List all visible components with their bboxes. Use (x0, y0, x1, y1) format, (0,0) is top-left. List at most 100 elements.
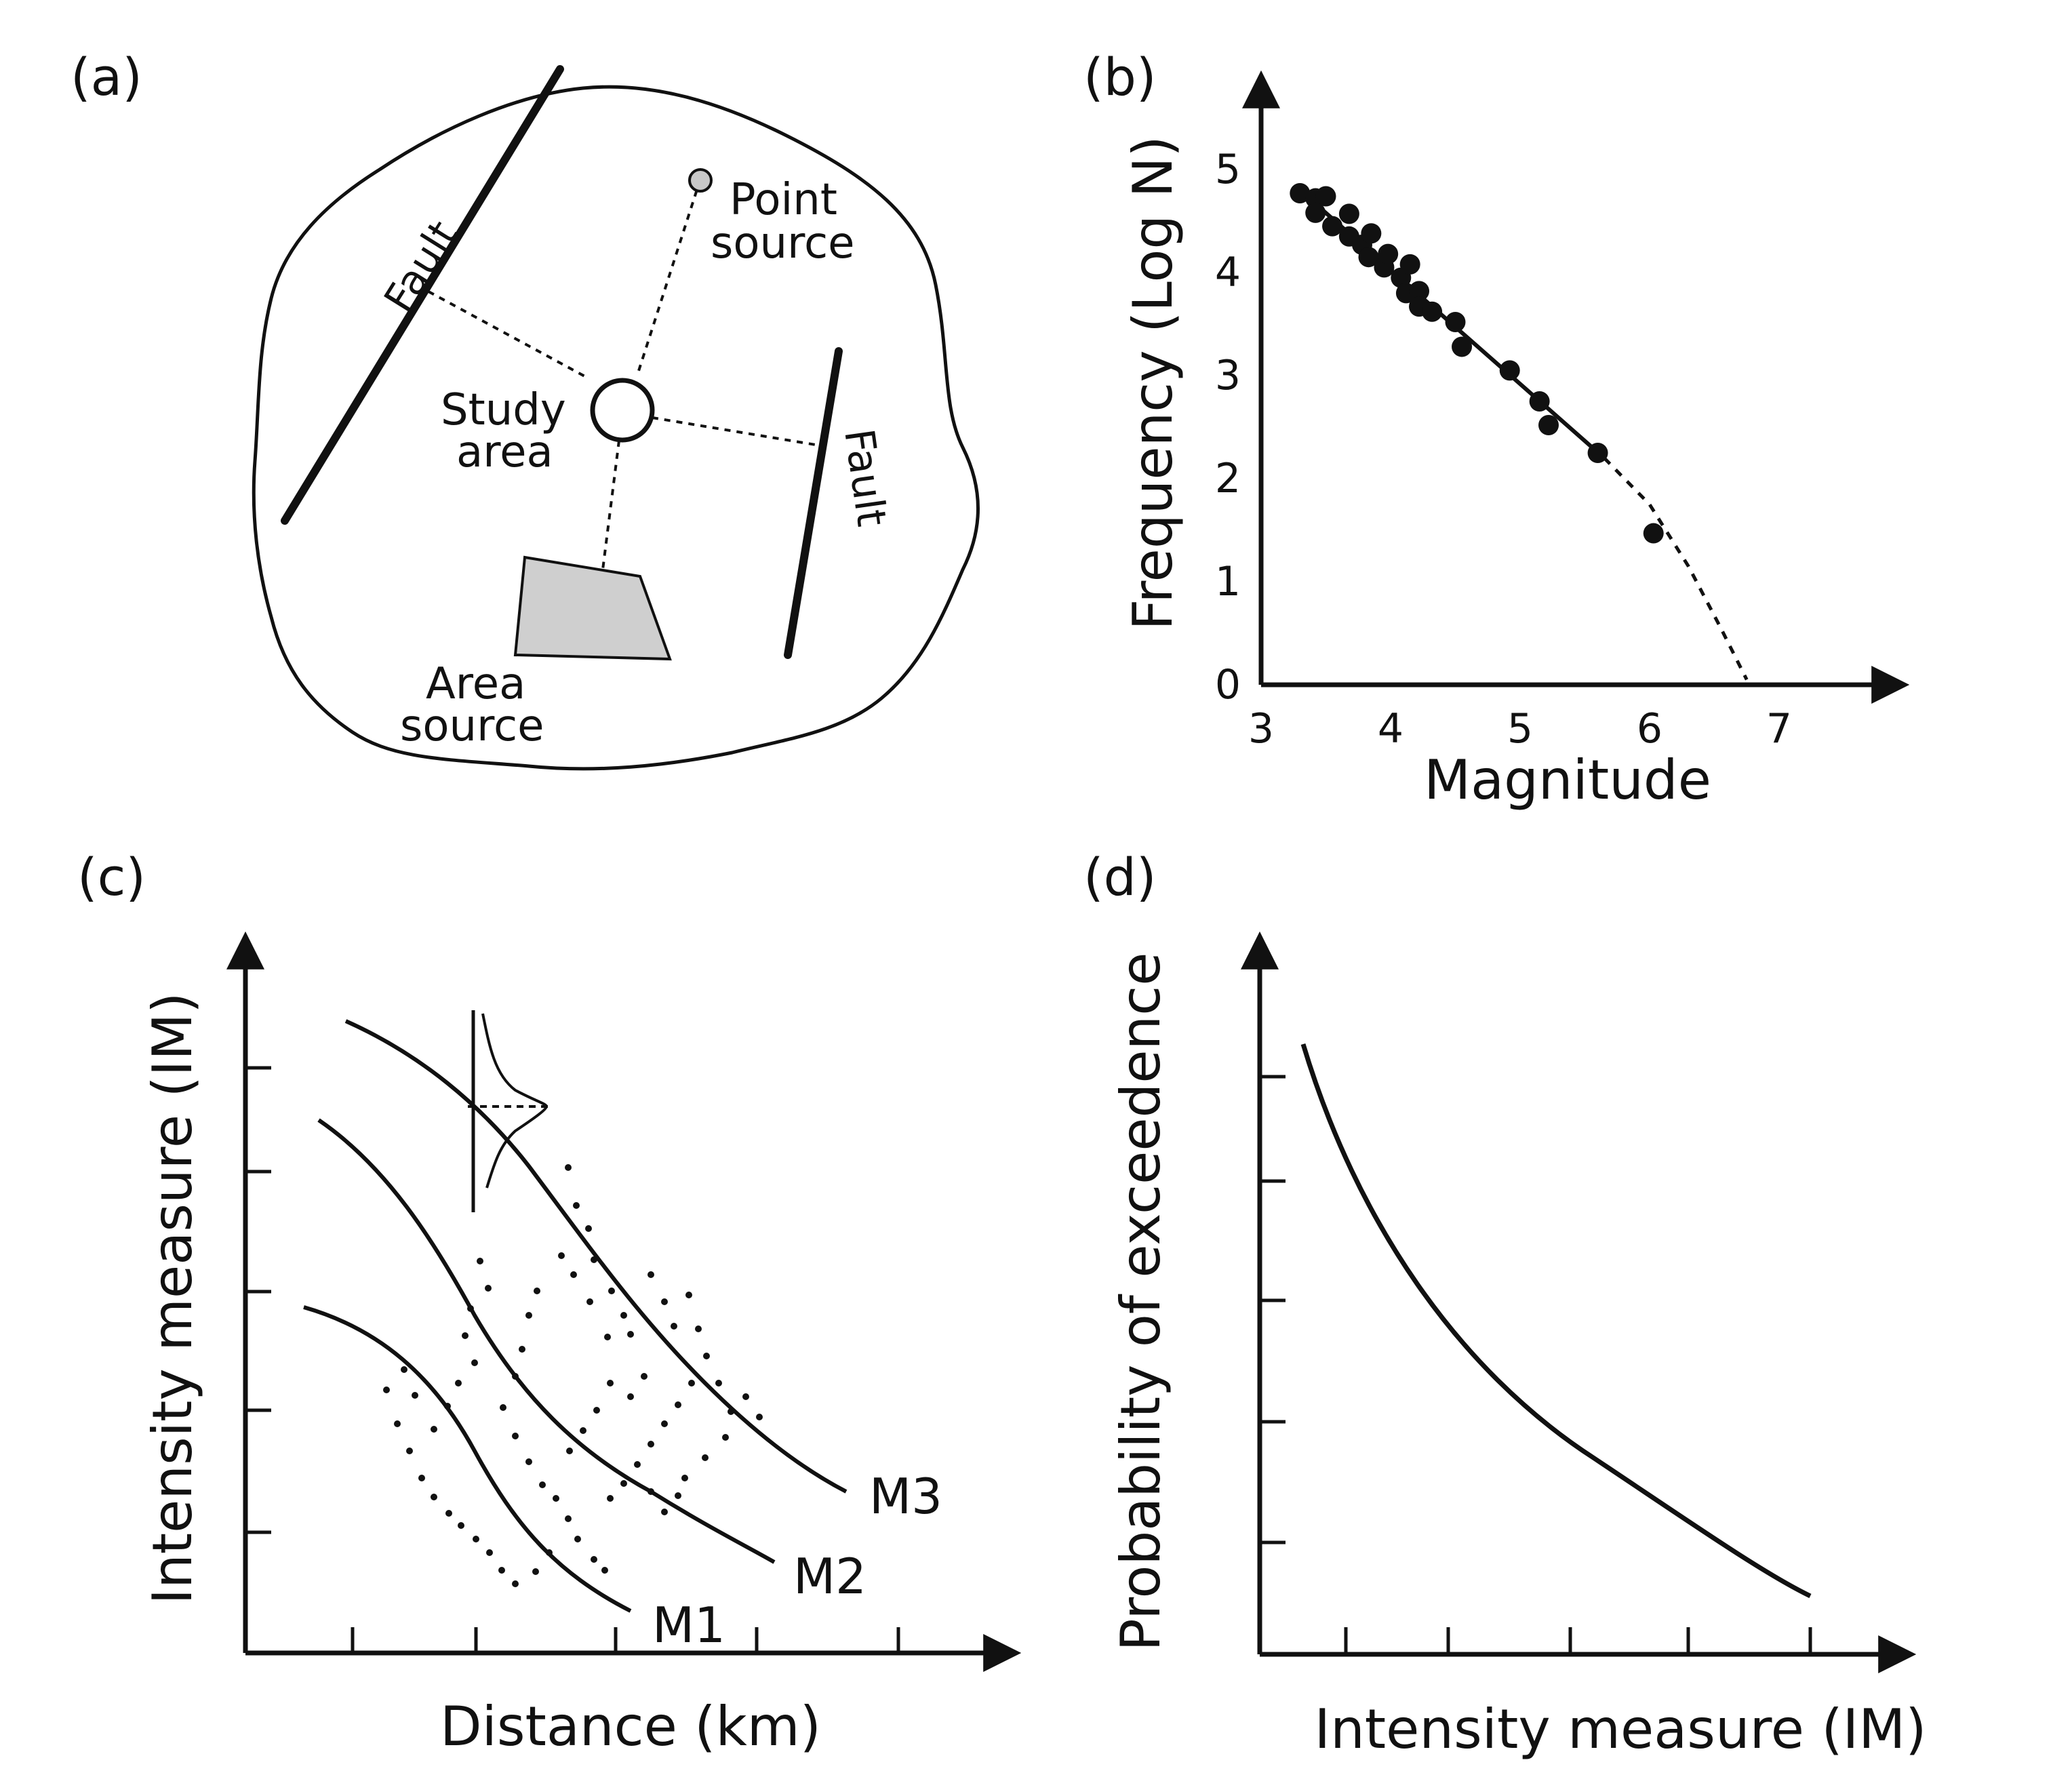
c-observation-dot (401, 1366, 407, 1373)
c-observation-dot (608, 1288, 615, 1294)
b-data-point (1361, 223, 1382, 244)
c-observation-dot (486, 1549, 493, 1556)
c-observation-dot (485, 1285, 492, 1292)
b-data-point (1445, 311, 1466, 332)
b-data-point (1358, 247, 1379, 268)
b-data-point (1378, 243, 1399, 264)
c-observation-dot (553, 1495, 559, 1502)
b-data-point (1305, 202, 1326, 223)
c-observation-dot (546, 1549, 553, 1556)
c-observation-dot (498, 1567, 505, 1574)
c-observation-dots (383, 1164, 763, 1587)
b-y-tick-label: 2 (1215, 455, 1241, 502)
b-data-point (1322, 216, 1343, 237)
c-observation-dot (634, 1461, 641, 1468)
c-curve-m2 (317, 1118, 776, 1564)
c-observation-dot (702, 1454, 709, 1461)
c-observation-dot (534, 1288, 540, 1294)
b-data-point (1499, 360, 1520, 381)
c-observation-dot (512, 1373, 519, 1380)
b-data-point (1409, 281, 1430, 302)
b-data-point (1338, 203, 1359, 224)
c-observation-dot (604, 1334, 611, 1340)
study-area-marker (590, 378, 655, 443)
c-observation-dot (477, 1258, 483, 1264)
c-curve-m1 (303, 1305, 632, 1613)
c-x-axis-label: Distance (km) (440, 1695, 821, 1758)
c-distribution-curve (481, 1013, 549, 1189)
d-y-ticks (1260, 1075, 1286, 1544)
c-observation-dot (585, 1225, 592, 1232)
c-y-axis-label: Intensity measure (IM) (141, 992, 204, 1604)
b-data-point (1529, 391, 1550, 412)
c-observation-dot (601, 1567, 608, 1574)
c-observation-dot (462, 1332, 469, 1339)
c-observation-dot (648, 1271, 654, 1278)
b-data-point (1290, 182, 1311, 203)
b-extrapolation-line (1603, 456, 1749, 681)
c-observation-dot (418, 1475, 425, 1481)
c-observation-dot (566, 1448, 573, 1454)
c-observation-dot (591, 1556, 597, 1563)
study-area-label-line2: area (456, 427, 553, 477)
point-source-label-line1: Point (730, 175, 837, 225)
c-observation-dot (607, 1380, 614, 1387)
d-x-axis-label: Intensity measure (IM) (1314, 1698, 1926, 1761)
c-observation-dot (675, 1492, 681, 1499)
c-observation-dot (473, 1536, 479, 1542)
fault-line-1 (281, 65, 564, 525)
c-observation-dot (512, 1433, 519, 1439)
c-observation-dot (445, 1510, 452, 1517)
b-x-tick-label: 3 (1248, 705, 1274, 753)
c-observation-dot (661, 1509, 668, 1515)
c-observation-dot (695, 1325, 702, 1332)
b-y-tick-label: 5 (1215, 146, 1241, 193)
c-observation-dot (607, 1495, 614, 1502)
d-x-ticks (1344, 1627, 1812, 1654)
b-data-point (1643, 523, 1664, 544)
c-observation-dot (627, 1393, 634, 1400)
source-distance-lines (428, 178, 816, 576)
c-observation-dot (570, 1271, 577, 1278)
c-observation-dot (412, 1392, 418, 1399)
b-data-point (1452, 336, 1473, 357)
c-observation-dot (722, 1434, 729, 1441)
c-observation-dot (688, 1380, 695, 1387)
b-data-point (1399, 254, 1420, 275)
c-observation-dot (681, 1475, 688, 1481)
panel-a-label: (a) (71, 47, 142, 107)
b-y-tick-labels: 0 1 2 3 4 5 (1215, 146, 1241, 709)
b-data-point (1315, 186, 1336, 207)
c-observation-dot (661, 1420, 668, 1427)
c-observation-dot (467, 1305, 474, 1312)
b-x-tick-label: 5 (1507, 705, 1533, 753)
area-source-label-line1: Area (426, 659, 525, 709)
c-observation-dot (685, 1292, 692, 1298)
b-y-tick-label: 4 (1215, 249, 1241, 296)
d-y-axis-label: Probability of exceedence (1109, 953, 1172, 1652)
c-observation-dot (742, 1393, 749, 1400)
c-observation-dot (715, 1380, 722, 1387)
c-observation-dot (586, 1298, 593, 1305)
d-hazard-curve (1300, 1043, 1812, 1599)
b-y-axis-label: Frequency (Log N) (1121, 136, 1184, 630)
b-data-points (1290, 182, 1664, 544)
panel-d-label: (d) (1083, 847, 1157, 907)
c-observation-dot (431, 1426, 437, 1433)
c-observation-dot (675, 1401, 681, 1408)
panel-c: (c) M3 M2 M1 Distance (km) In (77, 847, 1022, 1758)
b-y-tick-label: 1 (1215, 558, 1241, 605)
panel-c-label: (c) (77, 847, 146, 907)
c-observation-dot (532, 1568, 539, 1575)
c-observation-dot (574, 1536, 581, 1542)
c-observation-dot (558, 1252, 565, 1259)
c-observation-dot (406, 1448, 413, 1454)
c-observation-dot (525, 1458, 532, 1465)
point-source-marker (688, 168, 713, 193)
c-observation-dot (512, 1580, 519, 1587)
c-observation-dot (641, 1373, 648, 1380)
study-area-label-line1: Study (441, 385, 566, 435)
b-data-point (1587, 443, 1608, 463)
c-observation-dot (648, 1488, 654, 1495)
